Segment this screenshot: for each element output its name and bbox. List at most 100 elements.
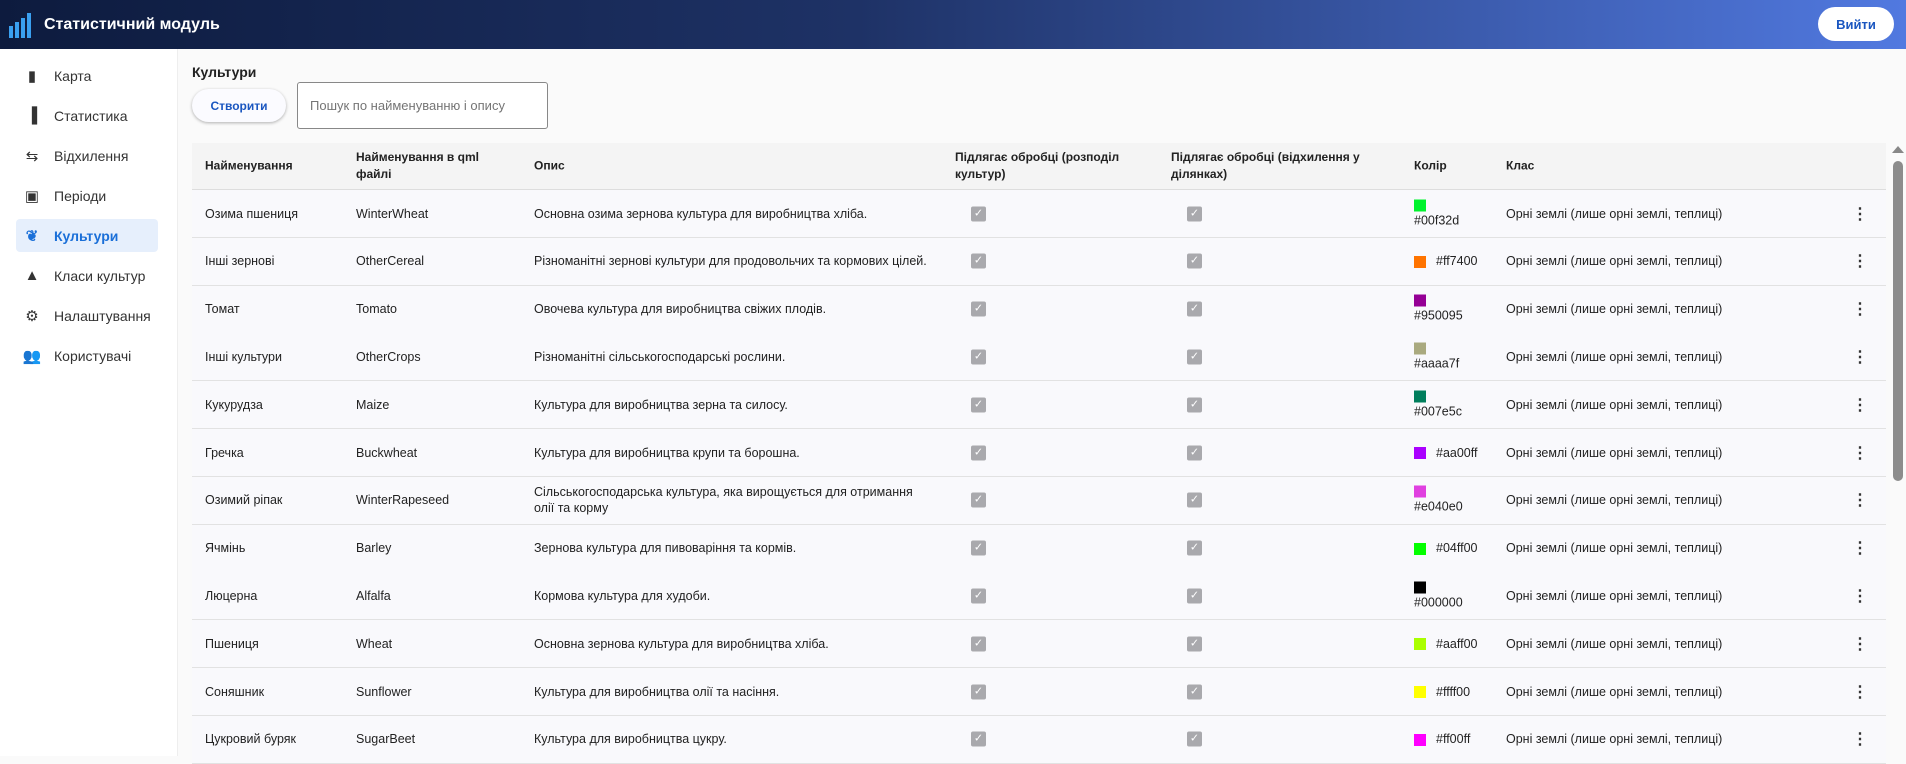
more-vert-icon[interactable]: ⋮: [1852, 635, 1868, 653]
scroll-up-icon[interactable]: [1891, 146, 1904, 153]
color-swatch: [1414, 447, 1426, 460]
cell-qml: SugarBeet: [356, 732, 416, 747]
header-description[interactable]: Опис: [534, 158, 565, 173]
more-vert-icon[interactable]: ⋮: [1852, 540, 1868, 558]
sidebar-item-label: Статистика: [54, 107, 128, 124]
checkbox-process-deviation[interactable]: ✓: [1187, 492, 1202, 508]
checkbox-process-distribution[interactable]: ✓: [971, 445, 986, 460]
header-class[interactable]: Клас: [1506, 158, 1535, 173]
checkbox-process-deviation[interactable]: ✓: [1187, 397, 1202, 413]
sidebar-item-4[interactable]: ❦ Культури: [16, 219, 158, 252]
sidebar-item-6[interactable]: ⚙ Налаштування: [16, 299, 158, 332]
table-row[interactable]: Гречка Buckwheat Культура для виробництв…: [192, 429, 1886, 477]
cell-qml: Wheat: [356, 636, 393, 651]
checkbox-process-deviation[interactable]: ✓: [1187, 684, 1202, 699]
checkbox-process-distribution[interactable]: ✓: [971, 636, 986, 652]
table-row[interactable]: Інші культури OtherCrops Різноманітні сі…: [192, 333, 1886, 382]
sidebar-item-label: Культури: [54, 227, 119, 244]
cell-color: #ff00ff: [1414, 731, 1470, 747]
sidebar-item-1[interactable]: ▐ Статистика: [16, 99, 158, 132]
cell-name: Томат: [205, 302, 240, 317]
checkbox-process-distribution[interactable]: ✓: [971, 349, 986, 365]
checkbox-process-distribution[interactable]: ✓: [971, 731, 986, 747]
search-input[interactable]: [297, 82, 548, 129]
checkbox-process-deviation[interactable]: ✓: [1187, 253, 1202, 269]
checkbox-process-distribution[interactable]: ✓: [971, 588, 986, 604]
sidebar-item-3[interactable]: ▣ Періоди: [16, 179, 158, 212]
more-vert-icon[interactable]: ⋮: [1852, 253, 1868, 271]
table-row[interactable]: Цукровий буряк SugarBeet Культура для ви…: [192, 715, 1886, 764]
table-row[interactable]: Люцерна Alfalfa Кормова культура для худ…: [192, 572, 1886, 621]
more-vert-icon[interactable]: ⋮: [1852, 205, 1868, 223]
checkbox-process-deviation[interactable]: ✓: [1187, 636, 1202, 652]
checkbox-process-deviation[interactable]: ✓: [1187, 445, 1202, 460]
cell-name: Кукурудза: [205, 397, 263, 412]
checkbox-process-deviation[interactable]: ✓: [1187, 731, 1202, 747]
checkbox-process-deviation[interactable]: ✓: [1187, 349, 1202, 365]
header-qml[interactable]: Найменування в qml файлі: [356, 150, 479, 181]
checkbox-process-distribution[interactable]: ✓: [971, 684, 986, 699]
color-swatch: [1414, 256, 1426, 268]
header-process-distribution[interactable]: Підлягає обробці (розподіл культур): [955, 150, 1120, 181]
logo-icon: [9, 12, 35, 38]
checkbox-process-deviation[interactable]: ✓: [1187, 588, 1202, 604]
table-row[interactable]: Інші зернові OtherCereal Різноманітні зе…: [192, 237, 1886, 286]
more-vert-icon[interactable]: ⋮: [1852, 683, 1868, 701]
cell-description: Культура для виробництва олії та насіння…: [534, 684, 780, 699]
cell-color: #04ff00: [1414, 540, 1477, 556]
color-hex: #950095: [1414, 308, 1463, 323]
sidebar-item-7[interactable]: 👥 Користувачі: [16, 339, 158, 372]
more-vert-icon[interactable]: ⋮: [1852, 444, 1868, 462]
cell-description: Сільськогосподарська культура, яка вирощ…: [534, 485, 913, 516]
header-color[interactable]: Колір: [1414, 158, 1447, 173]
more-vert-icon[interactable]: ⋮: [1852, 348, 1868, 366]
more-vert-icon[interactable]: ⋮: [1852, 731, 1868, 749]
users-icon: 👥: [22, 347, 42, 365]
more-vert-icon[interactable]: ⋮: [1852, 396, 1868, 414]
more-vert-icon[interactable]: ⋮: [1852, 301, 1868, 319]
checkbox-process-distribution[interactable]: ✓: [971, 253, 986, 269]
cell-class: Орні землі (лише орні землі, теплиці): [1506, 588, 1723, 603]
checkbox-process-deviation[interactable]: ✓: [1187, 540, 1202, 556]
checkbox-process-distribution[interactable]: ✓: [971, 492, 986, 508]
table-row[interactable]: Ячмінь Barley Зернова культура для пивов…: [192, 524, 1886, 573]
top-bar: Статистичний модуль Вийти: [0, 0, 1906, 49]
cell-color: #e040e0: [1414, 485, 1463, 515]
table-row[interactable]: Пшениця Wheat Основна зернова культура д…: [192, 620, 1886, 669]
table-row[interactable]: Кукурудза Maize Культура для виробництва…: [192, 381, 1886, 430]
sidebar-item-0[interactable]: ▮ Карта: [16, 59, 158, 92]
more-vert-icon[interactable]: ⋮: [1852, 587, 1868, 605]
table-row[interactable]: Томат Tomato Овочева культура для виробн…: [192, 285, 1886, 334]
create-button[interactable]: Створити: [192, 89, 286, 122]
scrollbar-thumb[interactable]: [1892, 161, 1903, 481]
checkbox-process-distribution[interactable]: ✓: [971, 206, 986, 221]
sidebar-item-2[interactable]: ⇆ Відхилення: [16, 139, 158, 172]
checkbox-process-distribution[interactable]: ✓: [971, 397, 986, 413]
table-row[interactable]: Озимий ріпак WinterRapeseed Сільськогосп…: [192, 476, 1886, 525]
cell-qml: Alfalfa: [356, 588, 391, 603]
more-vert-icon[interactable]: ⋮: [1852, 492, 1868, 510]
scrollbar[interactable]: [1891, 146, 1904, 756]
sidebar-item-label: Користувачі: [54, 347, 132, 364]
cell-qml: WinterRapeseed: [356, 493, 450, 508]
header-process-deviation[interactable]: Підлягає обробці (відхилення у ділянках): [1171, 150, 1360, 181]
sidebar-item-5[interactable]: ▲ Класи культур: [16, 259, 158, 292]
table-row[interactable]: Озима пшениця WinterWheat Основна озима …: [192, 190, 1886, 238]
cell-color: #aaaa7f: [1414, 342, 1459, 371]
cell-class: Орні землі (лише орні землі, теплиці): [1506, 636, 1723, 651]
cell-name: Озимий ріпак: [205, 493, 283, 508]
checkbox-process-distribution[interactable]: ✓: [971, 301, 986, 317]
cell-name: Пшениця: [205, 636, 259, 651]
header-name[interactable]: Найменування: [205, 158, 293, 173]
cell-qml: OtherCereal: [356, 254, 425, 269]
page-title: Культури: [192, 64, 257, 80]
cell-qml: Tomato: [356, 302, 397, 317]
table-row[interactable]: Соняшник Sunflower Культура для виробниц…: [192, 668, 1886, 716]
color-swatch: [1414, 638, 1426, 651]
logout-button[interactable]: Вийти: [1818, 7, 1894, 41]
checkbox-process-distribution[interactable]: ✓: [971, 540, 986, 556]
checkbox-process-deviation[interactable]: ✓: [1187, 206, 1202, 221]
cell-qml: WinterWheat: [356, 206, 429, 221]
color-hex: #ffff00: [1436, 684, 1471, 699]
checkbox-process-deviation[interactable]: ✓: [1187, 301, 1202, 317]
